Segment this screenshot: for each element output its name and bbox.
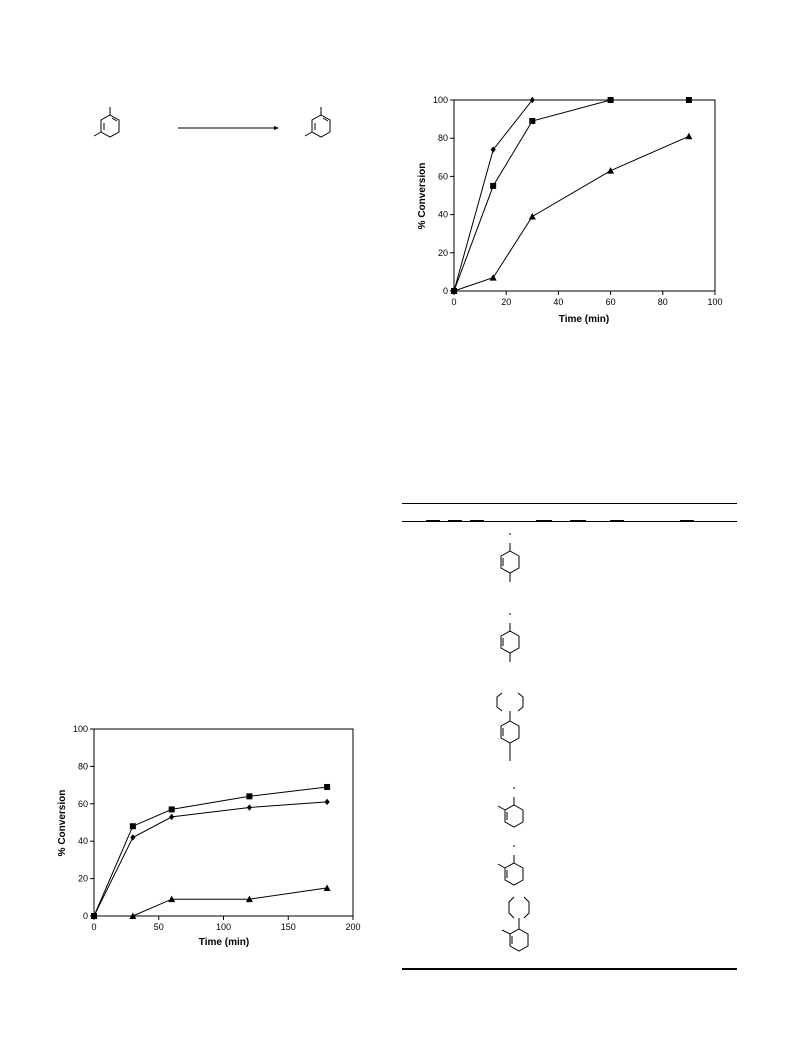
data-point-triangle bbox=[129, 912, 137, 919]
data-point-diamond bbox=[246, 804, 252, 811]
structure-row-1 bbox=[500, 533, 520, 582]
x-tick-label: 150 bbox=[281, 922, 296, 932]
structure-row-4 bbox=[497, 787, 524, 828]
data-point-square bbox=[129, 823, 136, 830]
reaction-scheme bbox=[93, 107, 331, 138]
x-tick-label: 60 bbox=[606, 297, 616, 307]
x-tick-label: 40 bbox=[553, 297, 563, 307]
structure-row-5 bbox=[497, 845, 524, 886]
series-line-triangle bbox=[94, 887, 328, 917]
data-point-triangle bbox=[685, 132, 693, 140]
y-tick-label: 100 bbox=[73, 724, 88, 734]
x-tick-label: 0 bbox=[91, 922, 96, 932]
data-point-diamond bbox=[130, 834, 136, 841]
data-point-square bbox=[168, 806, 175, 813]
structure-row-6 bbox=[501, 896, 530, 952]
x-tick-label: 20 bbox=[501, 297, 511, 307]
data-point-square bbox=[685, 97, 692, 103]
data-point-square bbox=[607, 97, 614, 103]
x-axis-label: Time (min) bbox=[559, 314, 609, 325]
data-point-triangle bbox=[489, 274, 497, 281]
data-point-square bbox=[529, 118, 536, 125]
y-tick-label: 60 bbox=[438, 171, 448, 181]
x-tick-label: 80 bbox=[658, 297, 668, 307]
table-top-rule bbox=[402, 503, 737, 504]
y-tick-label: 40 bbox=[78, 836, 88, 846]
plot-frame bbox=[93, 728, 354, 917]
data-point-triangle bbox=[245, 895, 253, 903]
x-tick-label: 100 bbox=[707, 297, 722, 307]
data-point-triangle bbox=[607, 167, 615, 174]
y-tick-label: 20 bbox=[78, 874, 88, 884]
series-line-square bbox=[453, 99, 689, 292]
x-axis-label: Time (min) bbox=[199, 937, 249, 948]
y-tick-label: 0 bbox=[83, 911, 88, 921]
y-tick-label: 100 bbox=[433, 95, 448, 105]
reaction-arrow bbox=[178, 126, 279, 130]
data-point-diamond bbox=[169, 813, 175, 821]
conversion-chart-top: 0 20 40 60 80 100 0 20 40 60 80 100 Time (min) % Co… bbox=[417, 95, 723, 325]
x-tick-label: 0 bbox=[451, 297, 456, 307]
y-tick-label: 0 bbox=[443, 286, 448, 296]
data-point-triangle bbox=[450, 287, 458, 294]
data-point-triangle bbox=[528, 213, 536, 220]
data-point-triangle bbox=[90, 912, 98, 919]
y-tick-label: 40 bbox=[438, 210, 448, 220]
y-tick-label: 20 bbox=[438, 248, 448, 258]
data-point-square bbox=[324, 783, 331, 790]
conversion-chart-bottom: 0 50 100 150 200 0 20 40 60 80 100 Time (min) % Co… bbox=[57, 724, 361, 948]
data-point-diamond bbox=[324, 798, 330, 806]
y-axis-label: % Conversion bbox=[57, 790, 68, 857]
y-tick-label: 80 bbox=[438, 133, 448, 143]
data-point-triangle bbox=[323, 884, 331, 891]
table-header-rule bbox=[402, 521, 737, 522]
table-bottom-rule bbox=[402, 968, 737, 970]
data-point-square bbox=[490, 182, 497, 189]
plot-frame bbox=[453, 99, 716, 292]
reactant-structure bbox=[93, 107, 120, 138]
data-point-diamond bbox=[529, 96, 535, 104]
table-structures bbox=[496, 533, 530, 952]
y-tick-label: 80 bbox=[78, 761, 88, 771]
y-axis-label: % Conversion bbox=[417, 163, 428, 230]
data-point-square bbox=[246, 793, 253, 800]
structure-row-2 bbox=[500, 613, 520, 662]
x-tick-label: 50 bbox=[154, 922, 164, 932]
series-line-triangle bbox=[453, 135, 690, 292]
series-line-square bbox=[93, 786, 328, 917]
data-point-triangle bbox=[168, 895, 176, 903]
y-tick-label: 60 bbox=[78, 799, 88, 809]
x-tick-label: 200 bbox=[345, 922, 360, 932]
structure-row-3 bbox=[496, 692, 524, 761]
x-tick-label: 100 bbox=[216, 922, 231, 932]
product-structure bbox=[304, 107, 331, 138]
